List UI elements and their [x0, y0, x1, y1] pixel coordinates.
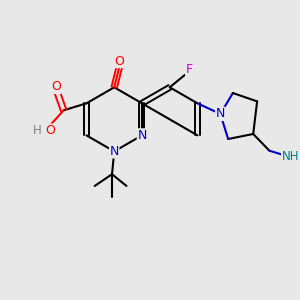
Text: O: O [51, 80, 61, 93]
Text: N: N [137, 129, 147, 142]
Text: N: N [216, 107, 225, 120]
Text: NH: NH [282, 150, 300, 163]
Text: H: H [33, 124, 42, 137]
Text: O: O [46, 124, 56, 137]
Text: N: N [110, 145, 119, 158]
Text: O: O [114, 55, 124, 68]
Text: F: F [186, 63, 193, 76]
